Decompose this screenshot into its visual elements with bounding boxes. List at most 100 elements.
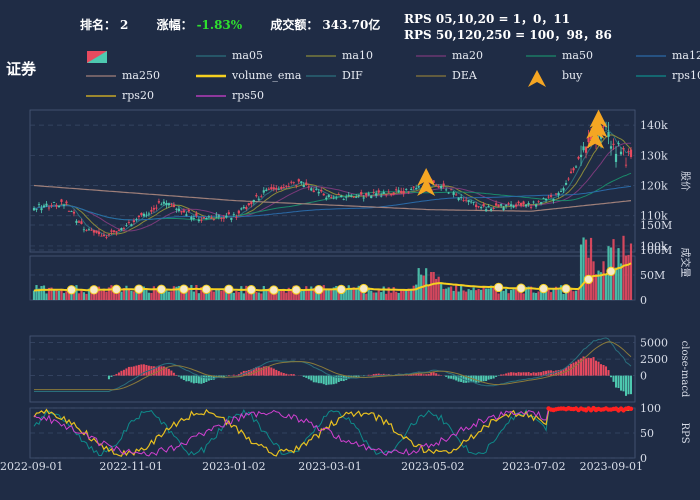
candle-body: [137, 215, 141, 217]
macd-bar: [490, 375, 493, 380]
candle-body: [347, 194, 350, 196]
panel-frame-1: [29, 255, 636, 301]
candle-body: [325, 197, 328, 199]
volume-bar: [300, 289, 303, 300]
candle-body: [412, 186, 415, 188]
volume-bar: [519, 289, 523, 300]
volume-bar: [315, 289, 318, 300]
candle-body: [307, 186, 310, 188]
volume-bar: [110, 285, 113, 300]
macd-bar: [422, 374, 425, 376]
volume-bar: [492, 286, 495, 300]
macd-bar: [182, 375, 185, 381]
x-tick-label: 2022-11-01: [99, 460, 162, 473]
volume-bar: [180, 291, 183, 300]
macd-bar: [515, 372, 518, 376]
candle-body: [175, 208, 178, 210]
volume-bar: [295, 292, 298, 300]
candle-body: [267, 188, 270, 190]
candle-body: [255, 195, 258, 197]
candle-body: [385, 194, 388, 196]
volume-bar: [597, 270, 600, 300]
volume-tick-label: 0: [640, 294, 647, 307]
volume-bar: [320, 289, 323, 300]
candle-body: [582, 146, 585, 151]
legend-label: buy: [562, 69, 583, 82]
volume-bar: [325, 289, 328, 300]
candle-body: [207, 216, 210, 218]
macd-bar: [445, 375, 448, 377]
volume-bar: [370, 290, 373, 300]
macd-bar: [580, 358, 583, 376]
candle-body: [335, 197, 338, 199]
volume-ema-dot: [291, 285, 301, 295]
candle-body: [410, 188, 413, 190]
macd-bar: [320, 375, 323, 384]
candle-body: [365, 193, 368, 196]
volume-ema-dot: [606, 266, 616, 277]
volume-bar: [65, 291, 68, 300]
volume-bar: [267, 288, 270, 300]
volume-bar: [212, 291, 215, 300]
volume-bar: [227, 288, 230, 300]
volume-bar: [232, 292, 235, 300]
macd-bar: [615, 375, 618, 388]
buy-signal-marker: [589, 109, 608, 128]
volume-bar: [500, 289, 503, 300]
candle-body: [617, 142, 620, 145]
macd-bar: [115, 373, 118, 376]
candle-body: [477, 206, 480, 208]
stats-bar: 排名： 2 涨幅： -1.83% 成交额： 343.70亿: [80, 16, 384, 33]
macd-bar: [527, 372, 530, 376]
candle-body: [225, 215, 228, 218]
candle-body: [252, 199, 255, 203]
volume-bar: [435, 278, 438, 300]
volume-bar: [75, 285, 78, 300]
candle-body: [277, 188, 280, 190]
volume-bar: [120, 291, 123, 300]
macd-bar: [492, 375, 495, 379]
panel-frame-0: [29, 109, 636, 253]
candle-body: [475, 204, 478, 208]
macd-bar: [602, 364, 605, 376]
volume-bar: [52, 289, 56, 300]
volume-bar: [510, 290, 513, 300]
rps20-line: [33, 407, 632, 457]
volume-bar: [122, 287, 126, 300]
volume-ema-dot: [359, 283, 369, 294]
candle-body: [40, 208, 43, 211]
candle-body: [355, 197, 358, 198]
volume-ema-dot: [111, 284, 122, 295]
volume-bar: [250, 290, 253, 300]
candle-body: [272, 187, 275, 190]
candle-body: [172, 204, 175, 208]
macd-bar: [172, 372, 175, 376]
volume-bar: [415, 284, 418, 300]
macd-bar: [107, 375, 110, 380]
volume-bar: [452, 290, 455, 300]
volume-bar: [442, 288, 445, 300]
macd-bar: [560, 369, 563, 376]
macd-bar: [572, 362, 575, 376]
candle-body: [37, 204, 41, 206]
macd-bar: [447, 375, 450, 379]
candle-body: [107, 234, 111, 235]
volume-bar: [337, 292, 340, 300]
volume-bar: [170, 291, 173, 300]
candle-body: [392, 192, 395, 195]
candle-body: [390, 193, 393, 196]
volume-bar: [135, 289, 138, 300]
volume-bar: [599, 272, 603, 300]
macd-bar: [312, 375, 315, 383]
candle-body: [155, 207, 158, 209]
volume-bar: [265, 288, 268, 300]
candle-body: [352, 196, 355, 198]
volume-bar: [390, 292, 393, 300]
volume-bar: [247, 289, 250, 300]
macd-bar: [417, 372, 420, 376]
volume-bar: [495, 288, 498, 300]
candle-body: [262, 190, 265, 193]
volume-bar: [432, 271, 435, 300]
legend-label: ma50: [562, 49, 593, 62]
section-title: 证券: [6, 60, 37, 78]
